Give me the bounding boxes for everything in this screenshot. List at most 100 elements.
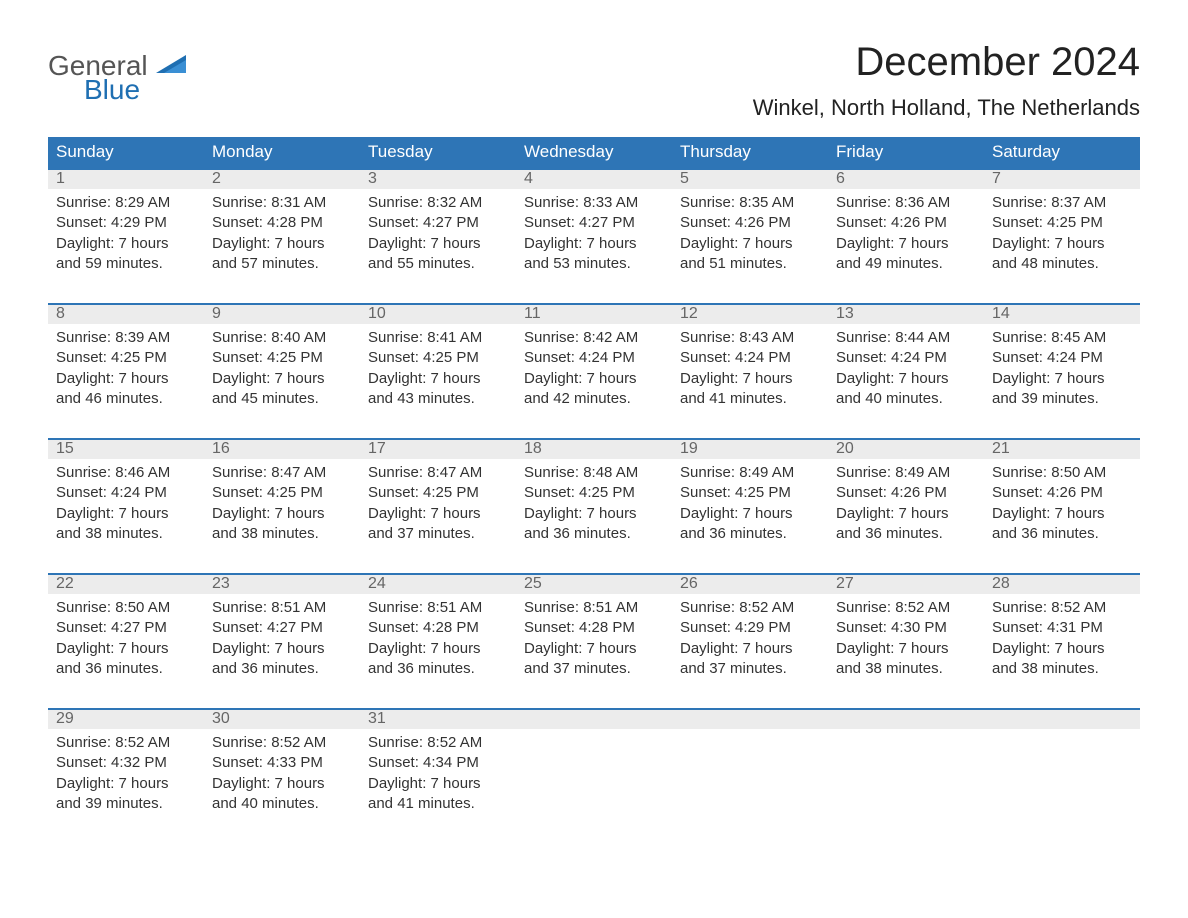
- info-line-sr: Sunrise: 8:49 AM: [680, 463, 820, 483]
- info-line-dl2: and 37 minutes.: [680, 659, 820, 679]
- date-cell: 26: [672, 575, 828, 594]
- info-line-ss: Sunset: 4:25 PM: [212, 483, 352, 503]
- info-line-sr: Sunrise: 8:39 AM: [56, 328, 196, 348]
- title-block: December 2024 Winkel, North Holland, The…: [753, 40, 1140, 121]
- date-cell: 12: [672, 305, 828, 324]
- date-cell: 17: [360, 440, 516, 459]
- logo-flag-icon: [156, 55, 186, 75]
- info-line-dl2: and 36 minutes.: [836, 524, 976, 544]
- info-line-ss: Sunset: 4:29 PM: [56, 213, 196, 233]
- info-line-ss: Sunset: 4:26 PM: [992, 483, 1132, 503]
- info-line-dl1: Daylight: 7 hours: [56, 504, 196, 524]
- info-line-dl2: and 46 minutes.: [56, 389, 196, 409]
- info-cell: Sunrise: 8:39 AMSunset: 4:25 PMDaylight:…: [48, 324, 204, 432]
- info-line-ss: Sunset: 4:26 PM: [836, 213, 976, 233]
- info-line-dl2: and 38 minutes.: [212, 524, 352, 544]
- date-cell: 21: [984, 440, 1140, 459]
- day-header-cell: Thursday: [672, 137, 828, 168]
- info-line-sr: Sunrise: 8:47 AM: [368, 463, 508, 483]
- info-cell: Sunrise: 8:45 AMSunset: 4:24 PMDaylight:…: [984, 324, 1140, 432]
- info-row: Sunrise: 8:50 AMSunset: 4:27 PMDaylight:…: [48, 594, 1140, 702]
- info-line-ss: Sunset: 4:27 PM: [212, 618, 352, 638]
- date-cell: [516, 710, 672, 729]
- info-line-dl2: and 41 minutes.: [680, 389, 820, 409]
- info-line-dl1: Daylight: 7 hours: [992, 234, 1132, 254]
- info-line-dl1: Daylight: 7 hours: [56, 774, 196, 794]
- info-line-sr: Sunrise: 8:49 AM: [836, 463, 976, 483]
- info-cell: Sunrise: 8:52 AMSunset: 4:29 PMDaylight:…: [672, 594, 828, 702]
- info-line-sr: Sunrise: 8:48 AM: [524, 463, 664, 483]
- info-line-dl2: and 38 minutes.: [836, 659, 976, 679]
- info-line-sr: Sunrise: 8:51 AM: [368, 598, 508, 618]
- info-line-dl2: and 53 minutes.: [524, 254, 664, 274]
- info-line-dl2: and 41 minutes.: [368, 794, 508, 814]
- info-line-sr: Sunrise: 8:52 AM: [836, 598, 976, 618]
- info-cell: Sunrise: 8:52 AMSunset: 4:33 PMDaylight:…: [204, 729, 360, 837]
- date-row: 15161718192021: [48, 440, 1140, 459]
- date-cell: 28: [984, 575, 1140, 594]
- date-cell: 1: [48, 170, 204, 189]
- info-line-sr: Sunrise: 8:52 AM: [680, 598, 820, 618]
- date-cell: 11: [516, 305, 672, 324]
- info-line-dl1: Daylight: 7 hours: [992, 639, 1132, 659]
- info-cell: [984, 729, 1140, 837]
- info-line-ss: Sunset: 4:24 PM: [992, 348, 1132, 368]
- day-header-cell: Monday: [204, 137, 360, 168]
- info-cell: Sunrise: 8:49 AMSunset: 4:25 PMDaylight:…: [672, 459, 828, 567]
- info-line-ss: Sunset: 4:25 PM: [680, 483, 820, 503]
- date-row: 293031: [48, 710, 1140, 729]
- info-row: Sunrise: 8:39 AMSunset: 4:25 PMDaylight:…: [48, 324, 1140, 432]
- info-line-dl1: Daylight: 7 hours: [992, 369, 1132, 389]
- info-line-sr: Sunrise: 8:36 AM: [836, 193, 976, 213]
- date-cell: 5: [672, 170, 828, 189]
- info-line-ss: Sunset: 4:33 PM: [212, 753, 352, 773]
- info-line-dl2: and 57 minutes.: [212, 254, 352, 274]
- info-line-ss: Sunset: 4:25 PM: [368, 348, 508, 368]
- date-cell: 31: [360, 710, 516, 729]
- info-line-dl2: and 43 minutes.: [368, 389, 508, 409]
- info-cell: Sunrise: 8:49 AMSunset: 4:26 PMDaylight:…: [828, 459, 984, 567]
- header: General Blue December 2024 Winkel, North…: [48, 40, 1140, 121]
- info-line-ss: Sunset: 4:27 PM: [368, 213, 508, 233]
- info-line-sr: Sunrise: 8:31 AM: [212, 193, 352, 213]
- date-cell: 3: [360, 170, 516, 189]
- info-line-ss: Sunset: 4:25 PM: [212, 348, 352, 368]
- info-line-sr: Sunrise: 8:52 AM: [992, 598, 1132, 618]
- date-cell: 4: [516, 170, 672, 189]
- info-line-ss: Sunset: 4:25 PM: [992, 213, 1132, 233]
- info-line-dl2: and 40 minutes.: [212, 794, 352, 814]
- info-line-dl2: and 36 minutes.: [56, 659, 196, 679]
- date-cell: 19: [672, 440, 828, 459]
- info-cell: Sunrise: 8:48 AMSunset: 4:25 PMDaylight:…: [516, 459, 672, 567]
- info-line-dl1: Daylight: 7 hours: [56, 234, 196, 254]
- date-cell: 14: [984, 305, 1140, 324]
- info-line-dl1: Daylight: 7 hours: [212, 369, 352, 389]
- info-line-sr: Sunrise: 8:43 AM: [680, 328, 820, 348]
- info-line-sr: Sunrise: 8:51 AM: [524, 598, 664, 618]
- info-row: Sunrise: 8:29 AMSunset: 4:29 PMDaylight:…: [48, 189, 1140, 297]
- day-header-cell: Tuesday: [360, 137, 516, 168]
- info-cell: Sunrise: 8:41 AMSunset: 4:25 PMDaylight:…: [360, 324, 516, 432]
- info-line-ss: Sunset: 4:28 PM: [368, 618, 508, 638]
- info-line-sr: Sunrise: 8:32 AM: [368, 193, 508, 213]
- location-subtitle: Winkel, North Holland, The Netherlands: [753, 95, 1140, 121]
- info-line-dl2: and 36 minutes.: [680, 524, 820, 544]
- date-cell: 29: [48, 710, 204, 729]
- week-block: 15161718192021Sunrise: 8:46 AMSunset: 4:…: [48, 438, 1140, 567]
- info-line-dl1: Daylight: 7 hours: [56, 369, 196, 389]
- info-line-dl2: and 45 minutes.: [212, 389, 352, 409]
- info-line-sr: Sunrise: 8:35 AM: [680, 193, 820, 213]
- info-line-sr: Sunrise: 8:41 AM: [368, 328, 508, 348]
- info-line-dl1: Daylight: 7 hours: [680, 234, 820, 254]
- info-cell: Sunrise: 8:52 AMSunset: 4:32 PMDaylight:…: [48, 729, 204, 837]
- info-line-dl2: and 48 minutes.: [992, 254, 1132, 274]
- info-cell: [828, 729, 984, 837]
- info-cell: Sunrise: 8:52 AMSunset: 4:30 PMDaylight:…: [828, 594, 984, 702]
- info-line-sr: Sunrise: 8:45 AM: [992, 328, 1132, 348]
- info-cell: Sunrise: 8:51 AMSunset: 4:28 PMDaylight:…: [360, 594, 516, 702]
- info-line-sr: Sunrise: 8:50 AM: [992, 463, 1132, 483]
- date-cell: 15: [48, 440, 204, 459]
- info-line-ss: Sunset: 4:29 PM: [680, 618, 820, 638]
- week-block: 891011121314Sunrise: 8:39 AMSunset: 4:25…: [48, 303, 1140, 432]
- info-cell: Sunrise: 8:36 AMSunset: 4:26 PMDaylight:…: [828, 189, 984, 297]
